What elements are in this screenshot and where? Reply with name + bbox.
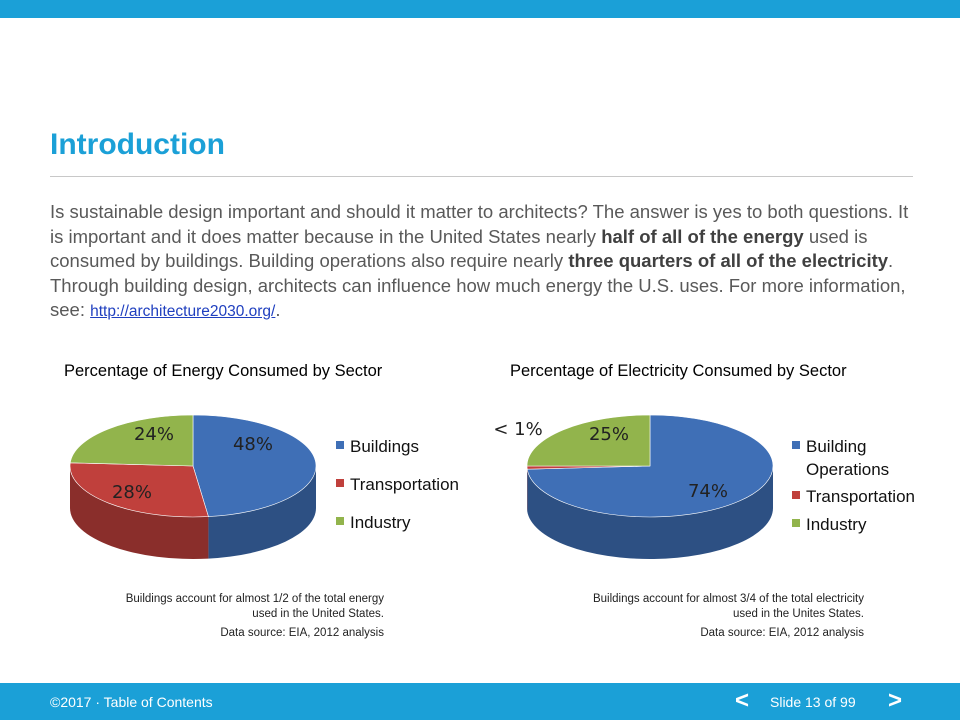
legend-label-transportation: Transportation (806, 487, 915, 506)
legend-label-building-operations: Operations (806, 460, 889, 479)
slide-title: Introduction (50, 128, 225, 161)
data-label-transportation: < 1% (493, 419, 542, 440)
legend-label-industry: Industry (350, 513, 411, 532)
intro-emphasis-electricity: three quarters of all of the electricity (568, 250, 889, 271)
legend-swatch-building-operations (792, 441, 800, 449)
energy-chart-title: Percentage of Energy Consumed by Sector (64, 362, 383, 380)
electricity-caption-source: Data source: EIA, 2012 analysis (700, 627, 864, 639)
pie-chart-1: 48% 28% 24% Buildings Transportation Industry (69, 414, 459, 559)
data-label-industry: 25% (589, 424, 629, 445)
pie-chart-2: 74% < 1% 25% Building Operations Transportati… (493, 414, 915, 559)
data-label-building-operations: 74% (688, 481, 728, 502)
legend-label-building-operations: Building (806, 437, 867, 456)
architecture2030-link[interactable]: http://architecture2030.org/ (90, 303, 276, 320)
footer-bar: ©2017 · Table of Contents < Slide 13 of … (0, 683, 960, 720)
intro-text-2: used is consumed by buildings. Building … (50, 225, 868, 272)
legend-swatch-transportation (792, 491, 800, 499)
legend-swatch-industry (336, 517, 344, 525)
electricity-caption-line-1: Buildings account for almost 3/4 of the … (592, 593, 864, 605)
next-slide-button[interactable]: > (888, 687, 903, 714)
legend-label-buildings: Buildings (350, 437, 419, 456)
energy-chart-caption: Buildings account for almost 1/2 of the … (60, 592, 384, 641)
intro-emphasis-energy: half of all of the energy (601, 225, 804, 247)
copyright-text: ©2017 · (50, 694, 101, 710)
slice-industry (69, 414, 194, 467)
intro-paragraph: Is sustainable design important and shou… (50, 200, 920, 325)
slice-side-transportation (70, 466, 209, 559)
top-accent-bar (0, 0, 960, 18)
energy-caption-line-1: Buildings account for almost 1/2 of the … (125, 593, 384, 605)
slice-buildings (192, 414, 317, 517)
electricity-chart-title: Percentage of Electricity Consumed by Se… (510, 362, 847, 380)
energy-caption-line-2: used in the United States. (252, 608, 384, 620)
slide-indicator: Slide 13 of 99 (770, 694, 856, 710)
legend-swatch-buildings (336, 441, 344, 449)
footer-left: ©2017 · Table of Contents (50, 694, 213, 710)
title-divider (50, 176, 913, 177)
data-label-transportation: 28% (112, 482, 152, 503)
electricity-chart-caption: Buildings account for almost 3/4 of the … (520, 592, 864, 641)
data-label-buildings: 48% (233, 434, 273, 455)
legend-label-industry: Industry (806, 515, 867, 534)
legend-swatch-industry (792, 519, 800, 527)
table-of-contents-link[interactable]: Table of Contents (103, 694, 213, 710)
intro-text-4: . (275, 299, 281, 320)
legend-swatch-transportation (336, 479, 344, 487)
slice-industry (526, 414, 651, 467)
data-label-industry: 24% (134, 424, 174, 445)
intro-text-1: Is sustainable design important and shou… (50, 201, 909, 247)
electricity-caption-line-2: used in the Unites States. (732, 608, 864, 620)
slice-transportation (69, 462, 209, 518)
slice-side-building-operations (527, 466, 773, 559)
previous-slide-button[interactable]: < (735, 687, 750, 714)
energy-caption-source: Data source: EIA, 2012 analysis (220, 627, 384, 639)
slice-side-buildings (208, 466, 316, 559)
intro-text-3: . Through building design, architects ca… (50, 250, 906, 320)
legend-label-transportation: Transportation (350, 475, 459, 494)
